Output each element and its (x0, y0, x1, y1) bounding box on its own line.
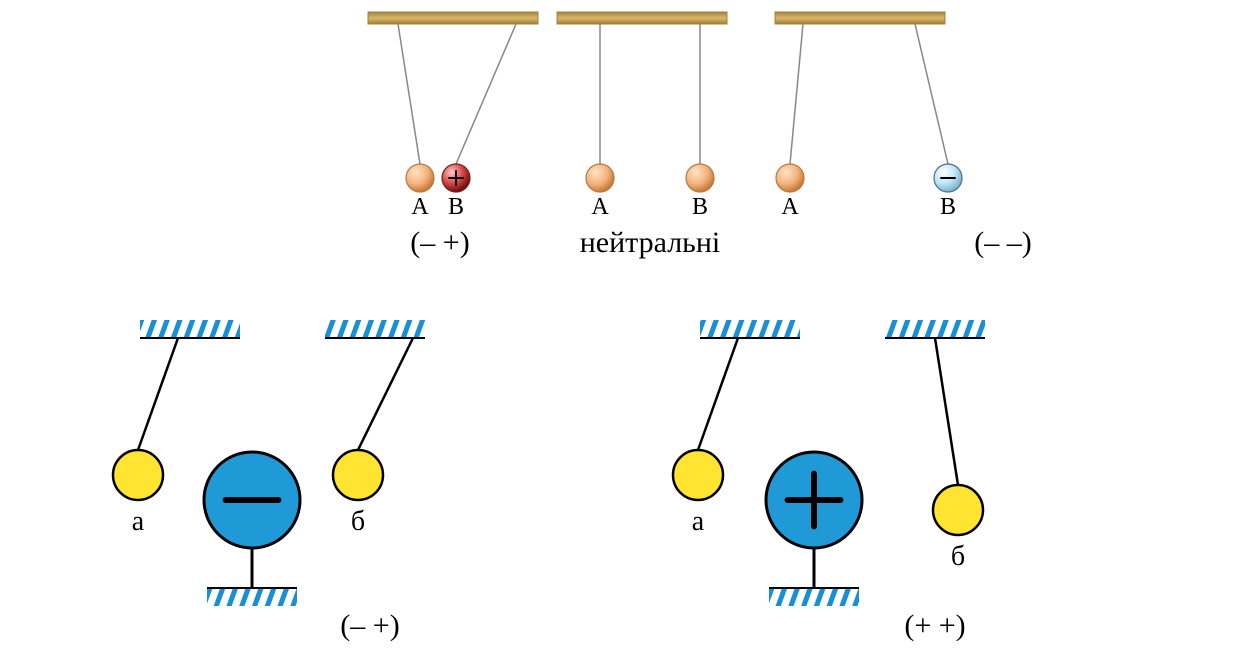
case-caption: (– +) (340, 609, 399, 642)
floor-hatch (769, 588, 859, 606)
ball-label: б (951, 541, 965, 572)
ball-label: а (692, 506, 705, 537)
pendulum-string (358, 338, 413, 450)
case-caption: (– +) (410, 226, 469, 259)
pendulum-string (398, 24, 420, 164)
case-caption: нейтральні (580, 226, 721, 259)
ball-label: A (411, 194, 429, 220)
ceiling-beam (368, 12, 538, 24)
ball-label: B (940, 194, 956, 220)
floor-hatch (207, 588, 297, 606)
ball-label: B (448, 194, 464, 220)
ceiling-beam (775, 12, 945, 24)
ball-label: B (692, 194, 708, 220)
pendulum-ball (586, 164, 614, 192)
pendulum-ball (406, 164, 434, 192)
pendulum-ball (333, 450, 383, 500)
ball-label: а (132, 506, 145, 537)
pendulum-string (915, 24, 948, 164)
ceiling-beam (557, 12, 727, 24)
pendulum-ball (686, 164, 714, 192)
pendulum-string (698, 338, 738, 450)
ball-label: A (591, 194, 609, 220)
case-caption: (+ +) (904, 609, 965, 642)
pendulum-string (790, 24, 803, 164)
ball-label: б (351, 506, 365, 537)
ceiling-hatch (140, 320, 240, 338)
ball-label: A (781, 194, 799, 220)
pendulum-string (138, 338, 178, 450)
ceiling-hatch (885, 320, 985, 338)
pendulum-ball (113, 450, 163, 500)
ceiling-hatch (700, 320, 800, 338)
pendulum-string (935, 338, 958, 485)
case-caption: (– –) (974, 226, 1031, 259)
pendulum-ball (673, 450, 723, 500)
pendulum-ball (933, 485, 983, 535)
pendulum-string (456, 24, 516, 164)
ceiling-hatch (325, 320, 425, 338)
pendulum-ball (776, 164, 804, 192)
